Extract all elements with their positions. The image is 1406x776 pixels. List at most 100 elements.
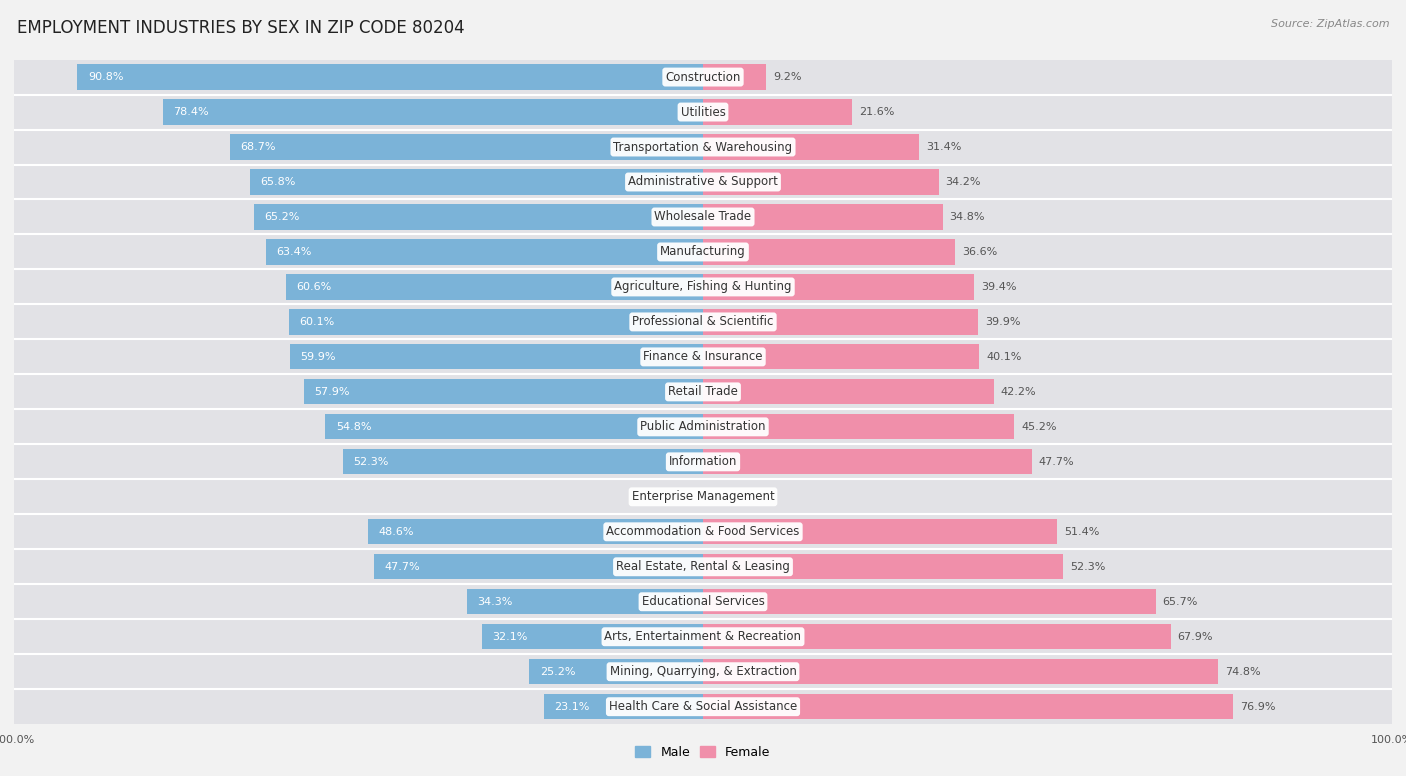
Bar xyxy=(703,379,994,404)
Bar xyxy=(285,275,703,300)
Text: 52.3%: 52.3% xyxy=(1070,562,1105,572)
Text: 65.7%: 65.7% xyxy=(1163,597,1198,607)
Text: 54.8%: 54.8% xyxy=(336,422,371,432)
Bar xyxy=(482,624,703,650)
Bar xyxy=(325,414,703,439)
Text: 51.4%: 51.4% xyxy=(1064,527,1099,537)
Bar xyxy=(254,204,703,230)
Text: 34.3%: 34.3% xyxy=(477,597,512,607)
Bar xyxy=(703,275,974,300)
Bar xyxy=(703,345,979,369)
Bar xyxy=(14,689,1392,724)
Bar xyxy=(374,554,703,580)
Bar xyxy=(304,379,703,404)
Text: Utilities: Utilities xyxy=(681,106,725,119)
Text: 9.2%: 9.2% xyxy=(773,72,801,82)
Text: Educational Services: Educational Services xyxy=(641,595,765,608)
Bar xyxy=(703,694,1233,719)
Text: Administrative & Support: Administrative & Support xyxy=(628,175,778,189)
Text: Mining, Quarrying, & Extraction: Mining, Quarrying, & Extraction xyxy=(610,665,796,678)
Bar xyxy=(703,310,979,334)
Text: 60.6%: 60.6% xyxy=(295,282,330,292)
Text: 74.8%: 74.8% xyxy=(1225,667,1261,677)
Bar xyxy=(14,234,1392,269)
Bar xyxy=(703,659,1219,684)
Bar xyxy=(290,310,703,334)
Text: 47.7%: 47.7% xyxy=(1039,457,1074,467)
Text: 36.6%: 36.6% xyxy=(962,247,997,257)
Bar xyxy=(703,589,1156,615)
Text: 42.2%: 42.2% xyxy=(1001,387,1036,397)
Text: 40.1%: 40.1% xyxy=(986,352,1022,362)
Bar xyxy=(703,624,1171,650)
Text: 48.6%: 48.6% xyxy=(378,527,413,537)
Bar xyxy=(250,169,703,195)
Bar xyxy=(266,239,703,265)
Text: 90.8%: 90.8% xyxy=(87,72,124,82)
Text: 34.8%: 34.8% xyxy=(949,212,986,222)
Bar xyxy=(14,514,1392,549)
Bar xyxy=(14,95,1392,130)
Text: 25.2%: 25.2% xyxy=(540,667,575,677)
Bar xyxy=(703,554,1063,580)
Bar xyxy=(703,134,920,160)
Text: 59.9%: 59.9% xyxy=(301,352,336,362)
Bar xyxy=(530,659,703,684)
Bar xyxy=(703,239,955,265)
Text: Manufacturing: Manufacturing xyxy=(661,245,745,258)
Bar xyxy=(14,549,1392,584)
Text: 21.6%: 21.6% xyxy=(859,107,894,117)
Bar xyxy=(544,694,703,719)
Bar xyxy=(14,480,1392,514)
Bar xyxy=(14,584,1392,619)
Bar xyxy=(290,345,703,369)
Text: Arts, Entertainment & Recreation: Arts, Entertainment & Recreation xyxy=(605,630,801,643)
Bar xyxy=(14,654,1392,689)
Bar xyxy=(14,304,1392,339)
Bar xyxy=(14,165,1392,199)
Bar xyxy=(163,99,703,125)
Text: Real Estate, Rental & Leasing: Real Estate, Rental & Leasing xyxy=(616,560,790,573)
Bar xyxy=(703,449,1032,474)
Text: 31.4%: 31.4% xyxy=(927,142,962,152)
Text: EMPLOYMENT INDUSTRIES BY SEX IN ZIP CODE 80204: EMPLOYMENT INDUSTRIES BY SEX IN ZIP CODE… xyxy=(17,19,464,37)
Text: Finance & Insurance: Finance & Insurance xyxy=(644,351,762,363)
Text: 78.4%: 78.4% xyxy=(173,107,209,117)
Bar xyxy=(14,410,1392,445)
Bar xyxy=(703,414,1014,439)
Bar xyxy=(703,64,766,90)
Bar xyxy=(14,339,1392,374)
Bar xyxy=(703,99,852,125)
Bar xyxy=(14,199,1392,234)
Bar xyxy=(703,204,943,230)
Text: 67.9%: 67.9% xyxy=(1178,632,1213,642)
Text: Enterprise Management: Enterprise Management xyxy=(631,490,775,504)
Bar xyxy=(14,60,1392,95)
Text: Information: Information xyxy=(669,456,737,469)
Bar xyxy=(14,269,1392,304)
Bar xyxy=(343,449,703,474)
Bar xyxy=(14,130,1392,165)
Text: 65.2%: 65.2% xyxy=(264,212,299,222)
Text: Professional & Scientific: Professional & Scientific xyxy=(633,315,773,328)
Bar xyxy=(14,619,1392,654)
Bar xyxy=(14,445,1392,480)
Bar xyxy=(77,64,703,90)
Bar xyxy=(14,374,1392,410)
Bar xyxy=(703,169,939,195)
Text: 34.2%: 34.2% xyxy=(945,177,981,187)
Text: 76.9%: 76.9% xyxy=(1240,702,1275,712)
Text: Wholesale Trade: Wholesale Trade xyxy=(654,210,752,223)
Text: 65.8%: 65.8% xyxy=(260,177,295,187)
Bar xyxy=(368,519,703,545)
Text: 39.4%: 39.4% xyxy=(981,282,1017,292)
Text: 52.3%: 52.3% xyxy=(353,457,388,467)
Text: 45.2%: 45.2% xyxy=(1021,422,1057,432)
Legend: Male, Female: Male, Female xyxy=(630,741,776,764)
Text: Retail Trade: Retail Trade xyxy=(668,386,738,398)
Text: 47.7%: 47.7% xyxy=(385,562,420,572)
Text: 63.4%: 63.4% xyxy=(277,247,312,257)
Text: 57.9%: 57.9% xyxy=(315,387,350,397)
Bar xyxy=(467,589,703,615)
Text: 32.1%: 32.1% xyxy=(492,632,527,642)
